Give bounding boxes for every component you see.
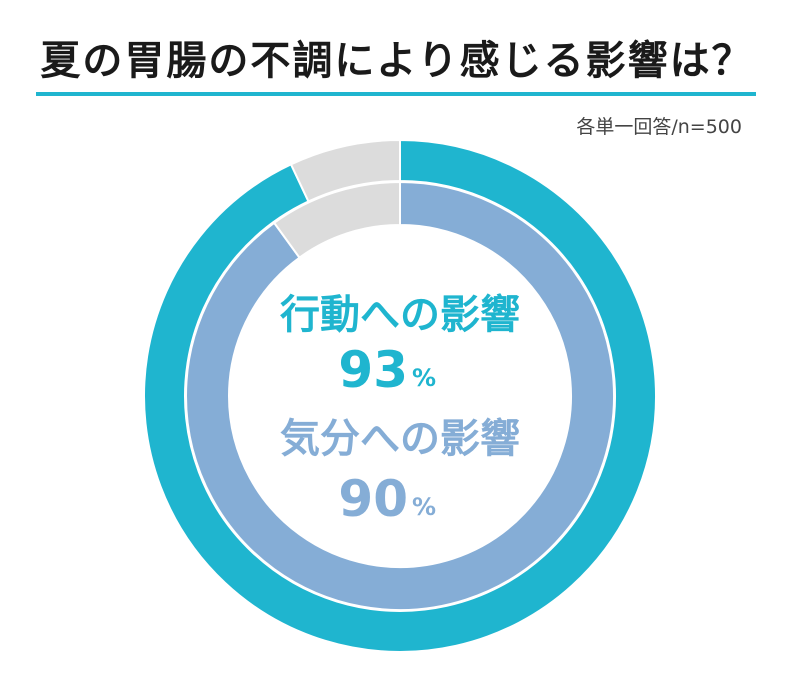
donut-slice-inner-remainder — [272, 180, 401, 260]
series-unit-1: % — [412, 364, 436, 392]
title-underline — [36, 92, 756, 96]
series-value-2: 90 — [338, 470, 408, 528]
series-label-2: 気分への影響 — [280, 416, 520, 462]
sample-note: 各単一回答/n=500 — [576, 116, 742, 138]
series-label-1: 行動への影響 — [280, 292, 520, 338]
series-value-1: 93 — [338, 341, 408, 399]
chart-title: 夏の胃腸の不調により感じる影響は？ — [40, 38, 754, 84]
series-unit-2: % — [412, 493, 436, 521]
donut-slice-inner-value — [185, 180, 615, 611]
